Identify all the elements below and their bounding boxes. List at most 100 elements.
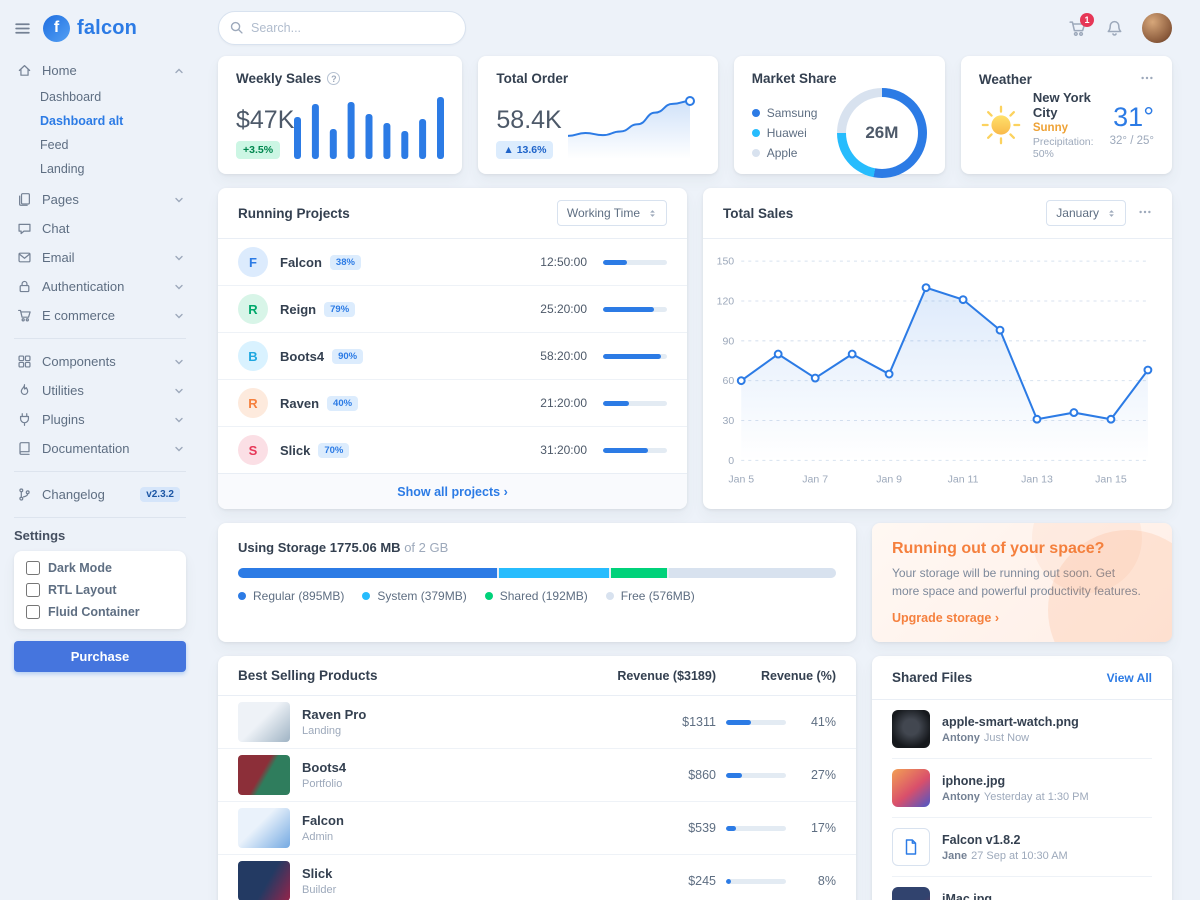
dark-mode-option[interactable]: Dark Mode [26, 561, 174, 575]
product-name[interactable]: Raven Pro [302, 707, 367, 722]
sidebar-item-dashboard-alt[interactable]: Dashboard alt [40, 114, 124, 128]
file-name[interactable]: iMac.jpg [942, 891, 993, 900]
chevron-right-icon: › [994, 611, 999, 625]
working-time-select[interactable]: Working Time [556, 200, 667, 226]
project-time: 58:20:00 [540, 349, 587, 363]
project-name[interactable]: Falcon [280, 254, 322, 270]
upgrade-body-text: Your storage will be running out soon. G… [892, 566, 1141, 598]
project-name[interactable]: Reign [280, 301, 317, 317]
email-icon [16, 250, 32, 265]
weekly-sales-value: $47K [236, 105, 295, 134]
divider [14, 517, 186, 518]
upgrade-storage-link[interactable]: Upgrade storage › [892, 611, 999, 625]
sidebar-item-changelog[interactable]: Changelog v2.3.2 [14, 480, 186, 509]
sidebar-item-utilities[interactable]: Utilities [14, 376, 186, 405]
product-progress-bar [726, 825, 786, 831]
changelog-icon [16, 487, 32, 502]
rtl-layout-checkbox[interactable] [26, 583, 40, 597]
view-all-link[interactable]: View All [1106, 670, 1152, 685]
month-select[interactable]: January [1046, 200, 1126, 226]
product-category: Landing [302, 725, 342, 737]
help-icon[interactable]: ? [327, 72, 341, 85]
sidebar-item-label: Changelog [42, 487, 105, 502]
settings-panel: Dark Mode RTL Layout Fluid Container [14, 551, 186, 629]
product-row: Falcon Admin $539 17% [218, 802, 856, 855]
sidebar-item-landing[interactable]: Landing [40, 162, 85, 176]
storage-legend-shared-192mb-: Shared (192MB) [484, 589, 588, 603]
dark-mode-checkbox[interactable] [26, 561, 40, 575]
product-name[interactable]: Slick [302, 866, 333, 881]
legend-dot [238, 592, 246, 600]
cart-count-badge: 1 [1080, 12, 1094, 27]
chevron-down-icon [175, 284, 183, 289]
home-icon [16, 63, 32, 78]
product-row: Boots4 Portfolio $860 27% [218, 749, 856, 802]
project-row: F Falcon 38% 12:50:00 [218, 239, 687, 286]
fluid-container-option[interactable]: Fluid Container [26, 605, 174, 619]
menu-toggle-button[interactable] [14, 20, 31, 37]
brand-logo[interactable]: f falcon [43, 14, 137, 42]
project-name[interactable]: Boots4 [280, 348, 325, 364]
product-revenue: $539 [688, 821, 716, 835]
total-sales-menu-button[interactable] [1138, 205, 1152, 222]
sidebar-item-chat[interactable]: Chat [14, 214, 186, 243]
product-name[interactable]: Falcon [302, 813, 344, 828]
sidebar-item-pages[interactable]: Pages [14, 185, 186, 214]
rtl-layout-option[interactable]: RTL Layout [26, 583, 174, 597]
sidebar-item-feed[interactable]: Feed [40, 138, 69, 152]
project-avatar: R [238, 388, 268, 418]
chevron-down-icon [175, 359, 183, 364]
projects-footer: Show all projects › [218, 473, 687, 509]
sidebar-item-e-commerce[interactable]: E commerce [14, 301, 186, 330]
file-author: Antony Just Now [942, 731, 1030, 744]
project-row: S Slick 70% 31:20:00 [218, 427, 687, 473]
falcon-logo-icon: f [43, 14, 70, 42]
sidebar-item-dashboard[interactable]: Dashboard [40, 90, 102, 104]
project-percent-badge: 90% [332, 348, 364, 364]
project-percent-badge: 79% [324, 301, 356, 317]
product-category: Builder [302, 884, 337, 896]
sidebar-item-label: Documentation [42, 441, 130, 456]
revenue-column-header: Revenue ($3189) [617, 668, 716, 683]
topbar-icons: 1 [1068, 12, 1172, 43]
chevron-down-icon [175, 313, 183, 318]
cart-button[interactable]: 1 [1068, 12, 1094, 38]
project-name[interactable]: Raven [280, 395, 320, 411]
project-avatar: B [238, 341, 268, 371]
show-all-projects-link[interactable]: Show all projects › [397, 485, 508, 499]
sidebar-item-email[interactable]: Email [14, 243, 186, 272]
market-share-value: 26M [845, 97, 918, 169]
project-percent-badge: 38% [329, 254, 361, 270]
purchase-button[interactable]: Purchase [14, 641, 186, 672]
search-input[interactable] [218, 11, 466, 45]
sidebar-item-documentation[interactable]: Documentation [14, 434, 186, 463]
product-name[interactable]: Boots4 [302, 760, 347, 775]
file-name[interactable]: iphone.jpg [942, 773, 1006, 788]
notifications-button[interactable] [1105, 19, 1124, 38]
project-name[interactable]: Slick [280, 442, 311, 458]
weather-menu-button[interactable] [1140, 71, 1154, 88]
sidebar-item-components[interactable]: Components [14, 347, 186, 376]
total-order-title: Total Order [496, 71, 569, 86]
sidebar-item-plugins[interactable]: Plugins [14, 405, 186, 434]
bottom-row: Best Selling Products Revenue ($3189) Re… [218, 656, 1172, 900]
revenue-percent-column-header: Revenue (%) [760, 668, 836, 683]
sidebar-item-authentication[interactable]: Authentication [14, 272, 186, 301]
legend-item-huawei: Huawei [751, 126, 818, 140]
file-thumbnail [892, 710, 930, 748]
file-name[interactable]: apple-smart-watch.png [942, 714, 1079, 729]
sidebar-item-home[interactable]: Home [14, 56, 186, 85]
project-time: 21:20:00 [540, 396, 587, 410]
file-name[interactable]: Falcon v1.8.2 [942, 832, 1021, 847]
chevron-down-icon [175, 446, 183, 451]
svg-text:Jan 11: Jan 11 [948, 474, 979, 486]
user-avatar[interactable] [1142, 13, 1172, 43]
sort-arrows-icon [1109, 209, 1114, 217]
weekly-sales-title: Weekly Sales [236, 71, 322, 86]
weather-condition: Sunny [1032, 122, 1068, 134]
fluid-container-checkbox[interactable] [26, 605, 40, 619]
legend-dot [484, 592, 493, 600]
product-thumbnail [238, 755, 290, 795]
weather-precipitation: Precipitation: 50% [1032, 136, 1094, 160]
project-time: 12:50:00 [540, 255, 587, 269]
